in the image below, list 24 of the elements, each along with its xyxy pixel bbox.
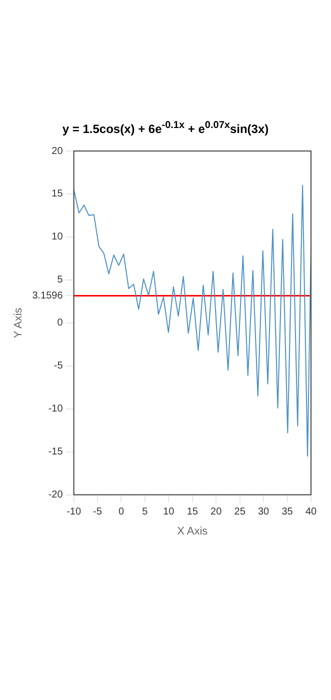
chart-title: y = 1.5cos(x) + 6e$^{-0.1x}$ + e$^{0.07x}$sin(3x) <box>61 120 270 136</box>
x-tick-label: 15 <box>186 506 198 518</box>
y-tick-label: 20 <box>52 146 64 157</box>
y-tick-label: 0 <box>57 318 64 329</box>
y-tick-label: 10 <box>52 232 64 243</box>
x-tick-label: 40 <box>305 506 317 518</box>
y-tick-label: -20 <box>48 490 64 501</box>
y-tick-label: 15 <box>52 188 64 200</box>
x-tick-label: 20 <box>210 506 222 518</box>
y-tick-label: 3.1596 <box>32 290 64 302</box>
x-tick-label: 10 <box>163 506 175 518</box>
x-tick-label: -5 <box>93 506 102 518</box>
x-tick-label: 30 <box>258 506 270 518</box>
x-tick-label: 0 <box>118 506 124 518</box>
x-tick-label: 5 <box>142 506 148 518</box>
x-tick-label: 35 <box>282 506 294 518</box>
x-axis-title: X Axis <box>177 525 208 538</box>
x-tick-label: -10 <box>66 506 82 518</box>
y-tick-label: 5 <box>57 274 64 286</box>
x-tick-label: 25 <box>234 506 246 518</box>
y-tick-label: -5 <box>54 360 64 372</box>
y-tick-label: -10 <box>48 404 64 415</box>
y-axis-title: Y Axis <box>12 307 25 338</box>
y-tick-label: -15 <box>48 446 64 458</box>
